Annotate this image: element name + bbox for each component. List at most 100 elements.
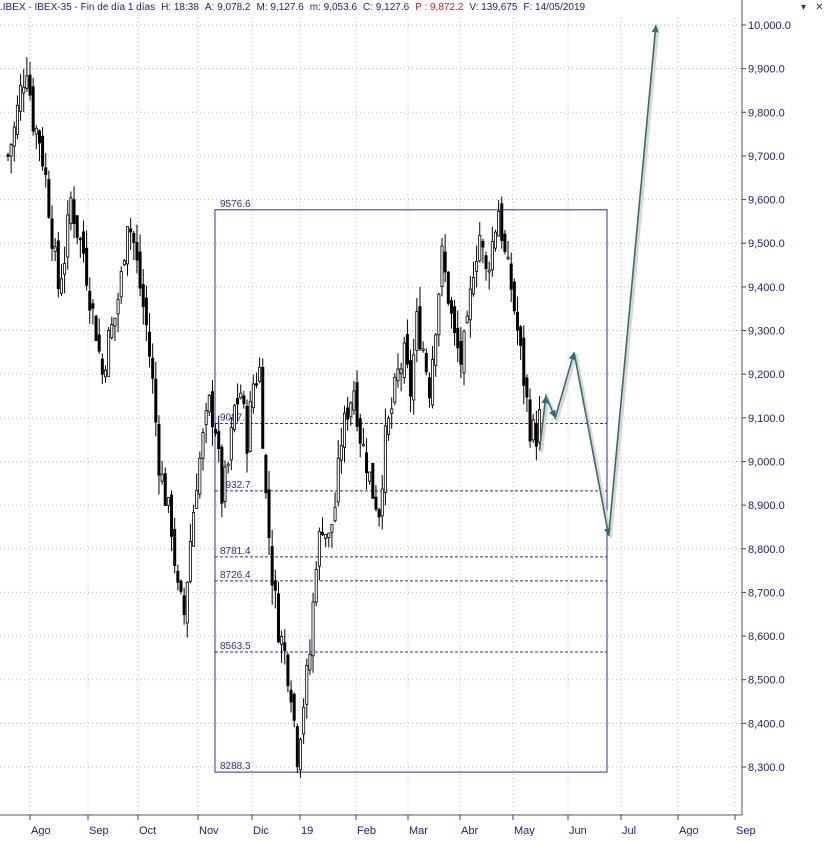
candle-body <box>214 428 218 434</box>
x-tick-label: Ago <box>31 825 51 836</box>
chevron-down-icon[interactable]: ▾ <box>800 2 807 13</box>
projection-arrowhead <box>549 409 556 418</box>
candle-body <box>327 532 331 538</box>
y-tick-label: 9,300.0 <box>748 326 785 338</box>
candle-body <box>6 154 10 157</box>
projection-path <box>538 24 657 536</box>
candle-body <box>437 293 441 336</box>
candle-body <box>264 454 268 494</box>
candle-body <box>314 569 318 603</box>
candle-body <box>63 262 67 275</box>
candle-body <box>239 392 243 399</box>
candle-body <box>424 352 428 373</box>
candle-body <box>405 334 409 365</box>
candle-body <box>207 395 211 413</box>
candle-body <box>490 241 494 271</box>
candle-body <box>19 84 23 112</box>
candle-body <box>97 334 101 352</box>
candle-body <box>434 334 438 366</box>
candle-body <box>173 529 177 567</box>
candle-body <box>176 570 180 583</box>
candle-body <box>383 425 387 493</box>
candle-body <box>374 496 378 510</box>
candle-body <box>201 432 205 459</box>
x-tick-label: Dic <box>253 825 269 836</box>
candle-body <box>91 303 95 309</box>
candle-body <box>25 75 29 89</box>
candle-body <box>9 144 13 157</box>
chart-info-header: .IBEX - IBEX-35 - Fin de día 1 días H: 18… <box>0 0 632 15</box>
candle-body <box>349 402 353 418</box>
candle-body <box>267 489 271 539</box>
projection-arrowhead <box>603 527 611 536</box>
candle-body <box>324 534 328 539</box>
candle-body <box>78 237 82 241</box>
candle-body <box>188 540 192 582</box>
candle-body <box>525 377 529 398</box>
candle-body <box>226 463 230 467</box>
candle-body <box>72 199 76 224</box>
candle-body <box>311 601 315 657</box>
candle-body <box>248 401 252 452</box>
candle-body <box>198 457 202 495</box>
candle-body <box>66 214 70 258</box>
candle-body <box>528 399 532 442</box>
candle-body <box>166 497 170 506</box>
candle-body <box>37 130 41 144</box>
y-tick-label: 9,700.0 <box>748 151 785 163</box>
candle-body <box>261 366 265 449</box>
candle-body <box>365 452 369 474</box>
candle-body <box>343 412 347 448</box>
candle-body <box>478 234 482 262</box>
candle-body <box>377 509 381 518</box>
x-tick-label: Sep <box>736 825 756 836</box>
candle-body <box>462 330 466 374</box>
y-tick-label: 9,100.0 <box>748 413 785 425</box>
candle-body <box>94 315 98 342</box>
y-tick-label: 9,400.0 <box>748 282 785 294</box>
candle-body <box>412 354 416 401</box>
x-tick-label: Oct <box>139 825 156 836</box>
candle-body <box>298 739 302 771</box>
candle-body <box>484 255 488 270</box>
candle-body <box>217 430 221 450</box>
candle-body <box>223 466 227 502</box>
date-readout: F: 14/05/2019 <box>523 2 586 13</box>
candle-body <box>28 74 32 96</box>
candle-body <box>135 241 139 261</box>
candle-body <box>110 324 114 339</box>
candle-body <box>487 269 491 273</box>
candle-body <box>358 418 362 444</box>
close-icon[interactable]: ✕ <box>815 2 824 13</box>
candle-body <box>336 457 340 503</box>
candle-body <box>50 218 54 249</box>
x-tick-label: Feb <box>357 825 376 836</box>
candle-body <box>151 357 155 379</box>
x-tick-label: Jul <box>622 825 636 836</box>
candle-body <box>41 135 45 167</box>
candle-body <box>100 358 104 375</box>
candle-body <box>103 369 107 378</box>
candle-body <box>393 376 397 403</box>
x-tick-label: Nov <box>199 825 219 836</box>
candle-body <box>47 179 51 218</box>
candle-body <box>116 298 120 315</box>
y-tick-label: 8,700.0 <box>748 587 785 599</box>
min-readout: m: 9,053.6 <box>309 2 358 13</box>
candle-body <box>258 366 262 382</box>
candle-body <box>415 311 419 351</box>
candle-body <box>107 329 111 377</box>
candle-body <box>286 654 290 687</box>
y-tick-label: 8,600.0 <box>748 631 785 643</box>
y-tick-label: 9,900.0 <box>748 64 785 76</box>
candle-body <box>81 231 85 254</box>
candle-body <box>515 311 519 331</box>
candle-body <box>431 359 435 406</box>
candle-body <box>380 488 384 517</box>
candle-body <box>320 531 324 536</box>
candle-body <box>352 390 356 411</box>
time-readout: H: 18:38 <box>161 2 199 13</box>
candle-body <box>85 247 89 286</box>
candle-body <box>113 317 117 327</box>
